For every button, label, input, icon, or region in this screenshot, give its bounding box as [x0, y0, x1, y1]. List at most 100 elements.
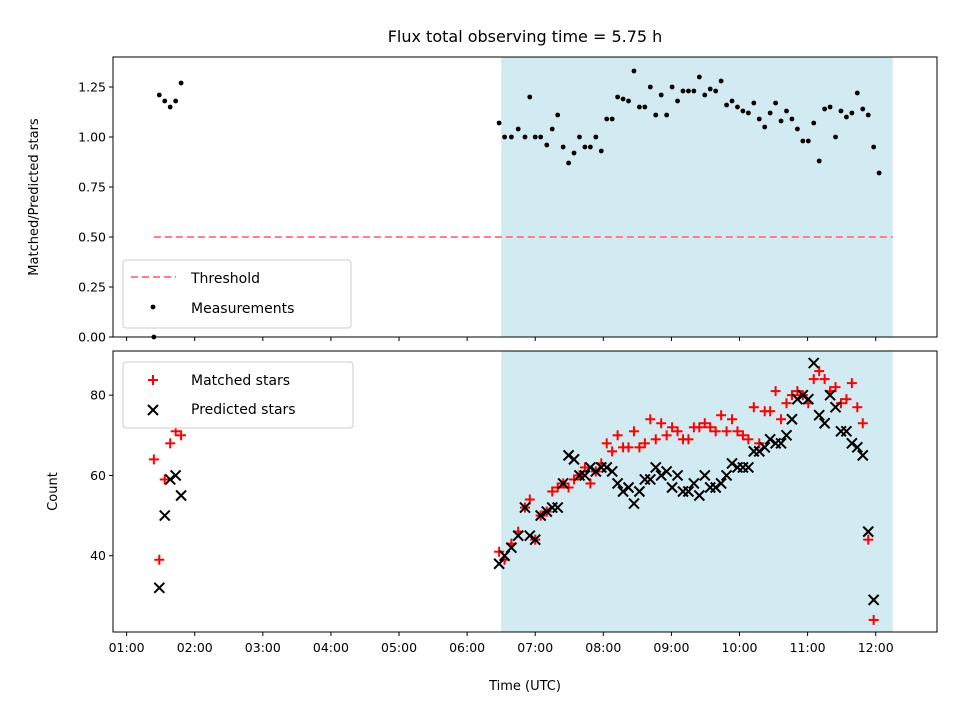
predicted-star-point — [808, 357, 820, 369]
predicted-star-point — [159, 509, 171, 522]
predicted-star-point — [846, 437, 858, 450]
matched-star-point — [645, 414, 656, 425]
matched-star-point — [819, 374, 830, 385]
matched-star-point — [667, 422, 678, 433]
matched-star-point — [705, 422, 716, 433]
predicted-star-point — [660, 465, 673, 478]
predicted-star-point — [699, 469, 711, 482]
measurement-point — [838, 108, 844, 114]
measurement-point — [740, 108, 746, 114]
matched-star-point — [868, 614, 879, 625]
predicted-stars-layer — [153, 357, 880, 606]
measurement-point — [508, 134, 514, 140]
bottom-legend-box — [122, 361, 354, 429]
x-tick-label: 09:00 — [653, 640, 689, 655]
x-stroke — [551, 501, 564, 514]
predicted-star-point — [786, 413, 798, 425]
measurement-point — [675, 98, 680, 104]
matched-star-point — [808, 374, 819, 385]
measurement-point — [696, 74, 702, 80]
measurement-point — [713, 88, 719, 94]
matched-star-point — [852, 402, 863, 413]
top-shaded-interval — [501, 57, 893, 337]
x-tick-label: 05:00 — [381, 640, 417, 655]
x-tick-label: 07:00 — [517, 640, 553, 655]
x-stroke — [840, 425, 853, 437]
predicted-star-point — [655, 469, 667, 482]
measurement-point — [571, 150, 577, 156]
x-stroke — [797, 389, 809, 401]
predicted-star-point — [666, 481, 678, 494]
x-tick-label: 06:00 — [449, 640, 485, 655]
measurement-point — [522, 134, 528, 140]
x-stroke — [628, 497, 640, 510]
matched-star-point — [148, 454, 159, 465]
predicted-star-point — [813, 409, 825, 421]
x-stroke — [655, 469, 667, 482]
predicted-star-point — [851, 441, 864, 454]
measurement-point — [756, 116, 762, 122]
matched-star-point — [732, 426, 743, 437]
predicted-star-point — [562, 449, 575, 462]
predicted-star-point — [622, 481, 635, 494]
predicted-star-point — [524, 529, 536, 542]
top-axes-frame — [112, 56, 938, 338]
x-stroke — [164, 473, 176, 486]
legend-predicted-label: Predicted stars — [191, 402, 296, 418]
legend-measurements-label: Measurements — [191, 301, 294, 317]
matched-star-point — [176, 430, 187, 441]
measurement-point — [767, 110, 773, 116]
matched-star-point — [786, 390, 797, 401]
matched-star-point — [494, 546, 505, 557]
x-stroke — [590, 465, 602, 478]
top-legend: Threshold Measurements — [122, 259, 352, 329]
measurement-point — [833, 134, 838, 140]
x-stroke — [579, 469, 591, 482]
x-axis-label: Time (UTC) — [488, 679, 561, 694]
matched-star-point — [781, 398, 792, 409]
predicted-star-point — [857, 449, 869, 462]
measurement-point — [532, 134, 538, 140]
matched-star-point — [585, 478, 596, 489]
x-stroke — [851, 441, 864, 454]
x-stroke — [633, 485, 646, 498]
matched-star-point — [547, 486, 558, 497]
x-stroke — [720, 469, 733, 482]
matched-star-point — [563, 482, 574, 493]
x-stroke — [650, 461, 662, 474]
predicted-star-point — [551, 501, 564, 514]
top-x-ticks — [126, 337, 877, 341]
measurement-point — [751, 100, 757, 106]
predicted-star-point — [505, 541, 518, 554]
measurement-point — [626, 98, 631, 104]
measurement-point — [680, 88, 686, 94]
measurement-point — [538, 134, 544, 140]
bottom-y-axis: 40 60 80 — [90, 388, 113, 563]
measurement-point — [653, 112, 659, 118]
matched-star-point — [846, 378, 857, 389]
measurement-point — [162, 98, 168, 104]
measurement-point — [876, 170, 882, 176]
bottom-y-tick-label: 80 — [90, 388, 106, 403]
matched-star-point — [737, 430, 748, 441]
bottom-shaded-interval — [501, 351, 893, 632]
matched-star-point — [634, 442, 645, 453]
x-stroke — [512, 529, 524, 542]
measurement-point — [647, 84, 653, 90]
matched-star-point — [765, 406, 776, 417]
matched-star-point — [683, 434, 694, 445]
x-stroke — [818, 417, 831, 429]
measurement-point — [718, 78, 724, 84]
measurement-point — [582, 144, 588, 150]
measurements-layer — [151, 68, 882, 340]
x-tick-label: 02:00 — [177, 640, 213, 655]
matched-star-point — [165, 438, 176, 449]
x-stroke — [709, 481, 722, 494]
predicted-star-point — [534, 509, 547, 522]
measurement-point — [577, 134, 582, 140]
measurement-point — [669, 84, 675, 90]
x-stroke — [519, 501, 531, 514]
predicted-star-point — [584, 461, 597, 474]
x-stroke — [617, 485, 629, 498]
x-stroke — [541, 505, 553, 518]
